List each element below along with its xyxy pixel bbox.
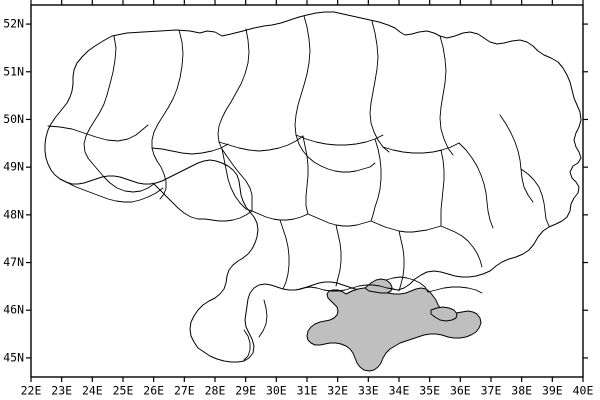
oblast-border-ternopil-chernivtsi xyxy=(204,210,253,222)
y-tick-label: 51N xyxy=(3,64,24,78)
oblast-border-north-lviv-volyn xyxy=(47,124,149,142)
oblast-border-donetsk-luhansk xyxy=(520,168,550,227)
x-tick-label: 36E xyxy=(450,384,471,398)
x-tick-label: 38E xyxy=(511,384,532,398)
x-tick-label: 40E xyxy=(573,384,594,398)
x-tick-label: 32E xyxy=(327,384,348,398)
x-tick-label: 31E xyxy=(297,384,318,398)
oblast-border-cherkasy-poltava xyxy=(370,138,382,222)
x-tick-label: 33E xyxy=(358,384,379,398)
x-tick-label: 23E xyxy=(51,384,72,398)
oblast-border-zhytomyr-vinnytsia xyxy=(225,154,253,212)
x-tick-label: 29E xyxy=(235,384,256,398)
oblast-border-kharkiv-donetsk xyxy=(458,142,494,229)
x-tick-label: 37E xyxy=(481,384,502,398)
crimea-region xyxy=(306,287,482,372)
oblast-boundaries-group xyxy=(47,15,550,292)
oblast-border-rivne-zhytomyr xyxy=(151,29,184,162)
x-tick-label: 27E xyxy=(174,384,195,398)
x-tick-label: 22E xyxy=(21,384,42,398)
x-tick-label: 35E xyxy=(419,384,440,398)
oblast-border-kyiv-cherkasy xyxy=(295,134,384,146)
y-tick-label: 46N xyxy=(3,303,24,317)
oblast-border-odesa-mykolaiv xyxy=(279,219,290,290)
danube-delta-outline xyxy=(243,329,251,361)
x-tick-label: 28E xyxy=(205,384,226,398)
coastline-detail-group xyxy=(243,276,483,361)
oblast-border-lviv-ivano xyxy=(91,162,155,193)
oblast-border-kharkiv-luhansk xyxy=(499,114,534,203)
y-tick-label: 50N xyxy=(3,112,24,126)
country-outline-group xyxy=(44,11,582,363)
dnister-liman-outline xyxy=(258,299,268,338)
oblast-border-mykolaiv-kherson xyxy=(335,224,342,287)
x-axis-ticks xyxy=(30,0,584,382)
oblast-border-zakarpattia-lviv xyxy=(59,178,164,203)
y-tick-label: 52N xyxy=(3,17,24,31)
crimea-kerch-detail xyxy=(430,306,458,322)
ukraine-national-border xyxy=(44,11,582,363)
y-axis-tick-labels: 52N 51N 50N 49N 48N 47N 46N 45N xyxy=(3,17,24,365)
oblast-border-lviv-ternopil xyxy=(156,160,167,200)
oblast-border-khmelnytskyi-ternopil xyxy=(221,148,253,212)
x-tick-label: 39E xyxy=(542,384,563,398)
oblast-border-volyn-rivne xyxy=(83,35,117,164)
oblast-border-zhytomyr-kyiv xyxy=(217,28,250,156)
oblast-border-vinnytsia-kirovohrad xyxy=(302,135,309,215)
x-tick-label: 25E xyxy=(113,384,134,398)
x-tick-label: 26E xyxy=(143,384,164,398)
oblast-border-kirovohrad-mykolaiv xyxy=(307,213,372,227)
dnipro-estuary-coastline xyxy=(295,284,395,292)
y-tick-label: 49N xyxy=(3,160,24,174)
crimea-highlight-group xyxy=(306,278,482,372)
x-tick-label: 30E xyxy=(266,384,287,398)
oblast-border-poltava-kharkiv xyxy=(382,142,460,154)
oblast-border-sumy-kharkiv xyxy=(439,35,454,156)
oblast-border-khmelnytskyi-vinnytsia xyxy=(218,135,304,152)
x-tick-label: 34E xyxy=(389,384,410,398)
oblast-border-kirovohrad-dnipro xyxy=(440,149,445,227)
oblast-border-kyiv-chernihiv xyxy=(294,15,311,158)
oblast-border-cherkasy-kirovohrad xyxy=(307,156,376,173)
azov-coast-berdiansk xyxy=(427,286,483,294)
oblast-border-donetsk-zaporizhzhia xyxy=(440,225,483,268)
x-tick-label: 24E xyxy=(82,384,103,398)
sivash-lagoon-outline xyxy=(385,276,429,293)
oblast-border-kherson-zaporizhzhia xyxy=(398,230,405,292)
y-tick-label: 48N xyxy=(3,207,24,221)
oblast-border-ivano-chernivtsi xyxy=(153,183,206,220)
y-axis-ticks xyxy=(26,23,588,359)
oblast-border-rivne-ternopil xyxy=(151,143,229,155)
oblast-border-chernihiv-sumy xyxy=(369,20,390,153)
x-axis-tick-labels: 22E 23E 24E 25E 26E 27E 28E 29E 30E 31E 32E 33E 34E 3… xyxy=(21,384,594,398)
oblast-border-dnipro-zaporizhzhia xyxy=(370,220,442,233)
y-tick-label: 45N xyxy=(3,350,24,364)
y-tick-label: 47N xyxy=(3,255,24,269)
